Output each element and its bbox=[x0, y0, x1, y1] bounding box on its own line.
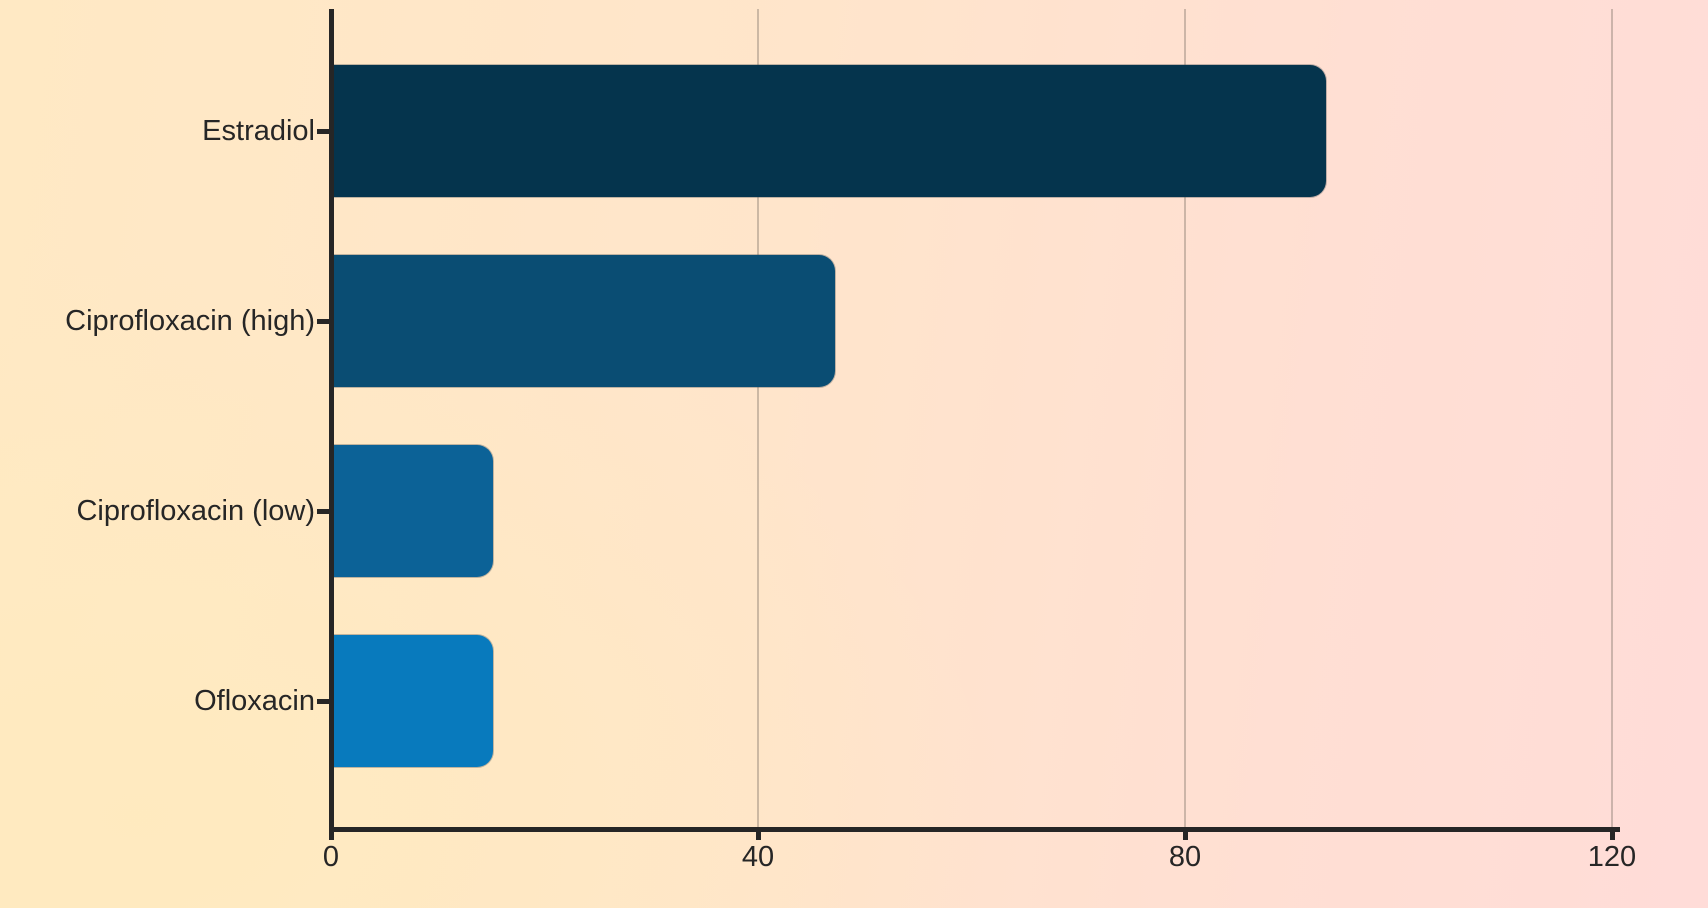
x-tick-mark bbox=[1182, 827, 1188, 840]
category-tick-mark bbox=[317, 129, 329, 134]
bar-ciprofloxacin-high bbox=[333, 255, 835, 387]
x-axis-line bbox=[329, 827, 1620, 832]
category-tick-mark bbox=[317, 509, 329, 514]
category-label: Ofloxacin bbox=[194, 685, 315, 717]
gridline-x-80 bbox=[1184, 9, 1186, 827]
x-tick-mark bbox=[755, 827, 761, 840]
gridline-x-40 bbox=[757, 9, 759, 827]
y-axis-line bbox=[329, 9, 334, 840]
gridline-x-120 bbox=[1611, 9, 1613, 827]
x-tick-label: 40 bbox=[741, 841, 775, 873]
category-tick-mark bbox=[317, 319, 329, 324]
category-label: Ciprofloxacin (low) bbox=[76, 495, 315, 527]
x-tick-label: 80 bbox=[1168, 841, 1202, 873]
x-tick-mark bbox=[1609, 827, 1615, 840]
category-label: Ciprofloxacin (high) bbox=[65, 305, 315, 337]
bar-ciprofloxacin-low bbox=[333, 445, 493, 577]
category-tick-mark bbox=[317, 699, 329, 704]
category-label: Estradiol bbox=[202, 115, 315, 147]
bar-estradiol bbox=[333, 65, 1326, 197]
x-tick-label: 120 bbox=[1587, 841, 1637, 873]
bar-ofloxacin bbox=[333, 635, 493, 767]
x-tick-label: 0 bbox=[322, 841, 340, 873]
